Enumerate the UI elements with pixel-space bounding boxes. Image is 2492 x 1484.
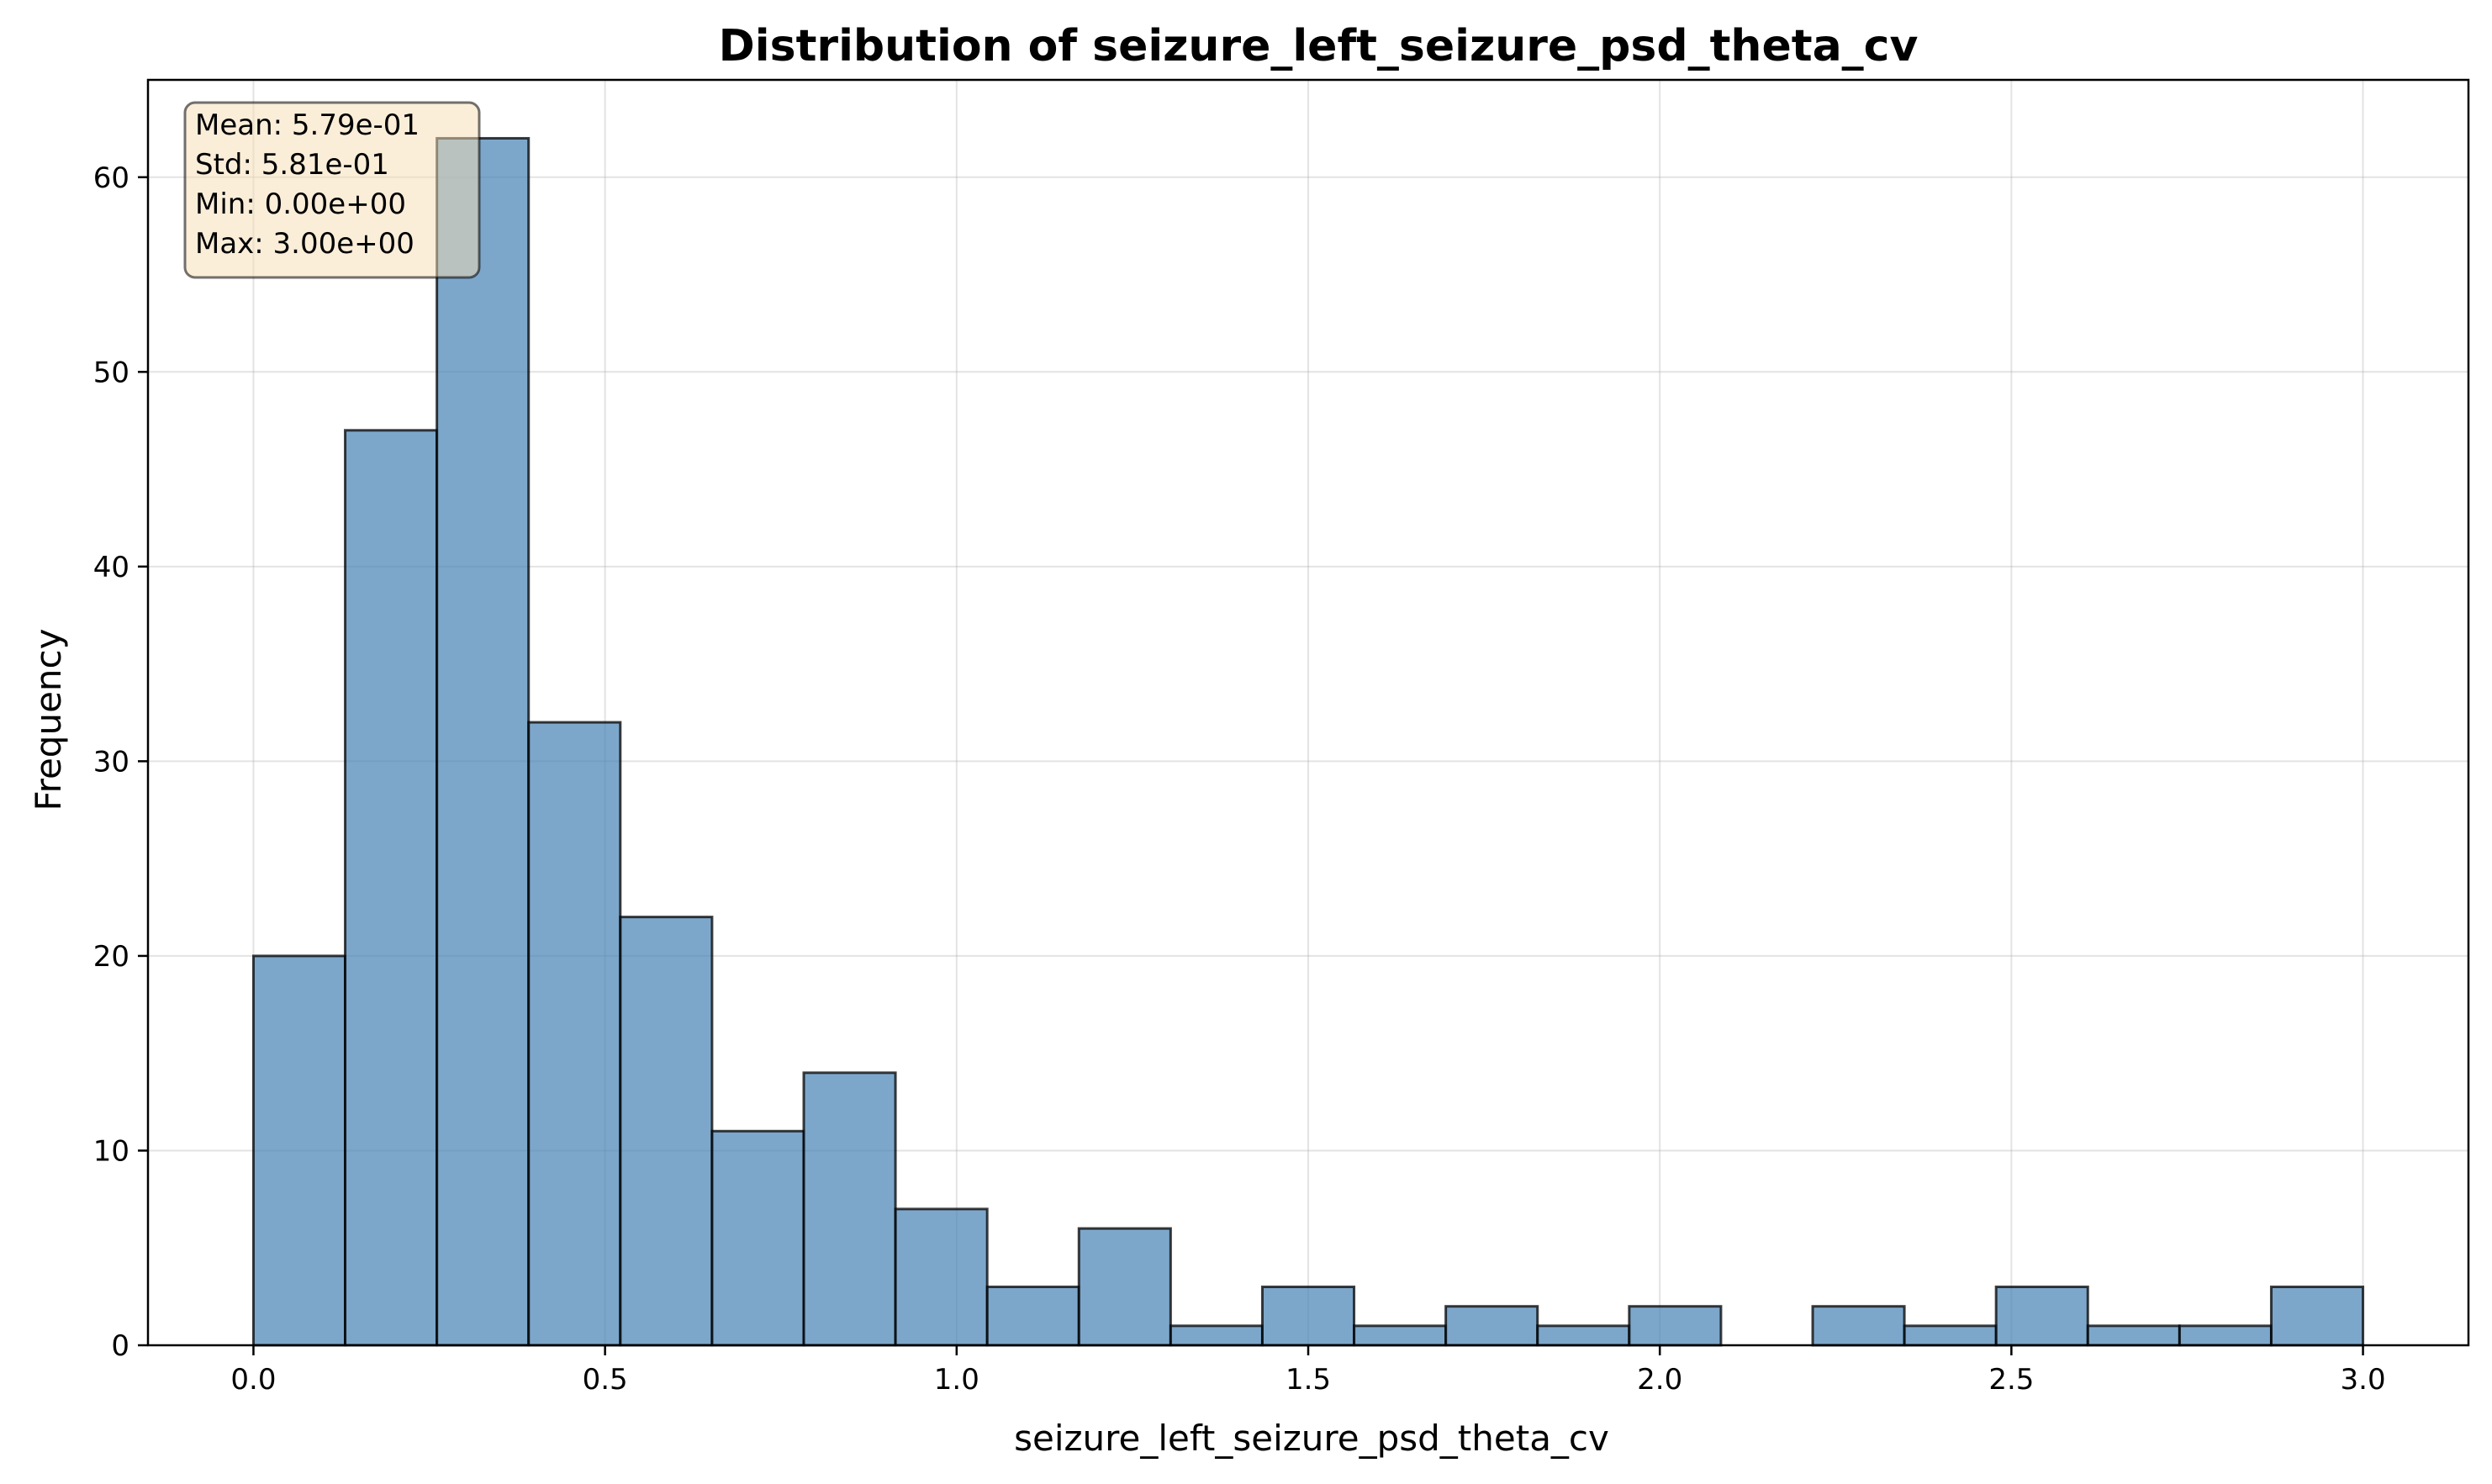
histogram-bar bbox=[2269, 1286, 2365, 1347]
y-tick-label: 10 bbox=[93, 1134, 129, 1168]
histogram-bar bbox=[1353, 1324, 1448, 1347]
x-tick-label: 2.5 bbox=[1988, 1363, 2034, 1397]
histogram-bar bbox=[344, 429, 439, 1347]
stats-box-background bbox=[183, 101, 481, 279]
y-tick-label: 30 bbox=[93, 745, 129, 779]
y-tick-label: 0 bbox=[111, 1329, 129, 1363]
histogram-bar bbox=[1169, 1324, 1264, 1347]
histogram-bar bbox=[802, 1071, 897, 1347]
histogram-bar bbox=[710, 1129, 805, 1347]
x-tick-label: 1.5 bbox=[1286, 1363, 1331, 1397]
histogram-bar bbox=[619, 916, 714, 1347]
x-axis-label: seizure_left_seizure_psd_theta_cv bbox=[1014, 1418, 1609, 1459]
histogram-bar bbox=[1628, 1305, 1723, 1347]
y-axis-label: Frequency bbox=[28, 629, 69, 811]
y-tick-label: 20 bbox=[93, 940, 129, 974]
histogram-bar bbox=[436, 136, 531, 1347]
histogram-bar bbox=[1444, 1305, 1539, 1347]
histogram-bar bbox=[1903, 1324, 1998, 1347]
stats-std: Std: 5.81e-01 bbox=[195, 148, 389, 182]
histogram-bar bbox=[2178, 1324, 2273, 1347]
histogram-bar bbox=[1811, 1305, 1906, 1347]
y-tick-label: 50 bbox=[93, 356, 129, 389]
histogram-bar bbox=[1536, 1324, 1631, 1347]
x-tick-label: 0.0 bbox=[230, 1363, 276, 1397]
histogram-bar bbox=[1260, 1286, 1356, 1347]
chart-title: Distribution of seizure_left_seizure_psd… bbox=[719, 21, 1919, 71]
histogram-bar bbox=[894, 1207, 989, 1347]
x-tick-label: 2.0 bbox=[1637, 1363, 1682, 1397]
x-tick-label: 1.0 bbox=[934, 1363, 979, 1397]
x-tick-label: 0.5 bbox=[583, 1363, 628, 1397]
histogram-bar bbox=[251, 954, 347, 1347]
histogram-bar bbox=[1994, 1286, 2089, 1347]
histogram-bar bbox=[985, 1286, 1080, 1347]
stats-mean: Mean: 5.79e-01 bbox=[195, 108, 420, 142]
x-tick-label: 3.0 bbox=[2341, 1363, 2386, 1397]
stats-box: Mean: 5.79e-01 Std: 5.81e-01 Min: 0.00e+… bbox=[183, 101, 481, 279]
histogram-bars bbox=[251, 136, 2365, 1347]
histogram-bar bbox=[2086, 1324, 2181, 1347]
histogram-bar bbox=[1077, 1227, 1172, 1347]
y-axis-ticks: 0 10 20 30 40 50 60 bbox=[93, 161, 148, 1363]
y-tick-label: 60 bbox=[93, 161, 129, 195]
histogram-bar bbox=[527, 721, 622, 1347]
stats-max: Max: 3.00e+00 bbox=[195, 227, 414, 261]
stats-min: Min: 0.00e+00 bbox=[195, 187, 406, 221]
y-tick-label: 40 bbox=[93, 551, 129, 584]
x-axis-ticks: 0.0 0.5 1.0 1.5 2.0 2.5 3.0 bbox=[230, 1345, 2386, 1397]
